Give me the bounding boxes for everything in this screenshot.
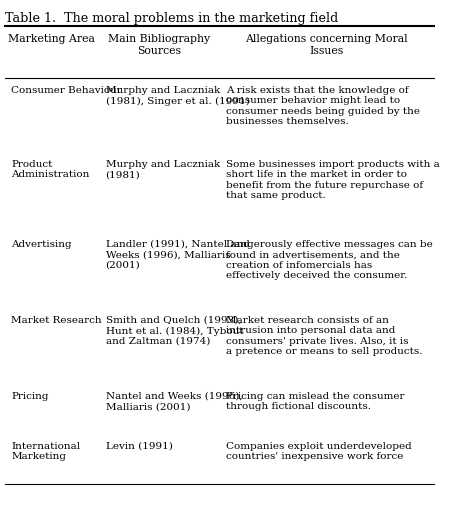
Text: Product
Administration: Product Administration [11, 160, 90, 179]
Text: Market Research: Market Research [11, 316, 102, 325]
Text: Market research consists of an
intrusion into personal data and
consumers' priva: Market research consists of an intrusion… [226, 316, 422, 356]
Text: Murphy and Laczniak
(1981): Murphy and Laczniak (1981) [106, 160, 220, 179]
Text: Main Bibliography
Sources: Main Bibliography Sources [108, 34, 210, 56]
Text: Smith and Quelch (1993),
Hunt et al. (1984), Tybout
and Zaltman (1974): Smith and Quelch (1993), Hunt et al. (19… [106, 316, 243, 346]
Text: Some businesses import products with a
short life in the market in order to
bene: Some businesses import products with a s… [226, 160, 439, 200]
Text: International
Marketing: International Marketing [11, 442, 80, 462]
Text: Dangerously effective messages can be
found in advertisements, and the
creation : Dangerously effective messages can be fo… [226, 240, 432, 280]
Text: Levin (1991): Levin (1991) [106, 442, 173, 451]
Text: Pricing: Pricing [11, 392, 49, 401]
Text: A risk exists that the knowledge of
consumer behavior might lead to
consumer nee: A risk exists that the knowledge of cons… [226, 86, 420, 126]
Text: Pricing can mislead the consumer
through fictional discounts.: Pricing can mislead the consumer through… [226, 392, 404, 411]
Text: Nantel and Weeks (1996),
Malliaris (2001): Nantel and Weeks (1996), Malliaris (2001… [106, 392, 242, 411]
Text: Table 1.  The moral problems in the marketing field: Table 1. The moral problems in the marke… [5, 12, 338, 25]
Text: Advertising: Advertising [11, 240, 72, 249]
Text: Allegations concerning Moral
Issues: Allegations concerning Moral Issues [245, 34, 408, 56]
Text: Consumer Behaviour: Consumer Behaviour [11, 86, 122, 95]
Text: Murphy and Laczniak
(1981), Singer et al. (1991): Murphy and Laczniak (1981), Singer et al… [106, 86, 249, 105]
Text: Marketing Area: Marketing Area [9, 34, 95, 44]
Text: Companies exploit underdeveloped
countries' inexpensive work force: Companies exploit underdeveloped countri… [226, 442, 411, 462]
Text: Landler (1991), Nantel and
Weeks (1996), Malliaris
(2001): Landler (1991), Nantel and Weeks (1996),… [106, 240, 249, 270]
